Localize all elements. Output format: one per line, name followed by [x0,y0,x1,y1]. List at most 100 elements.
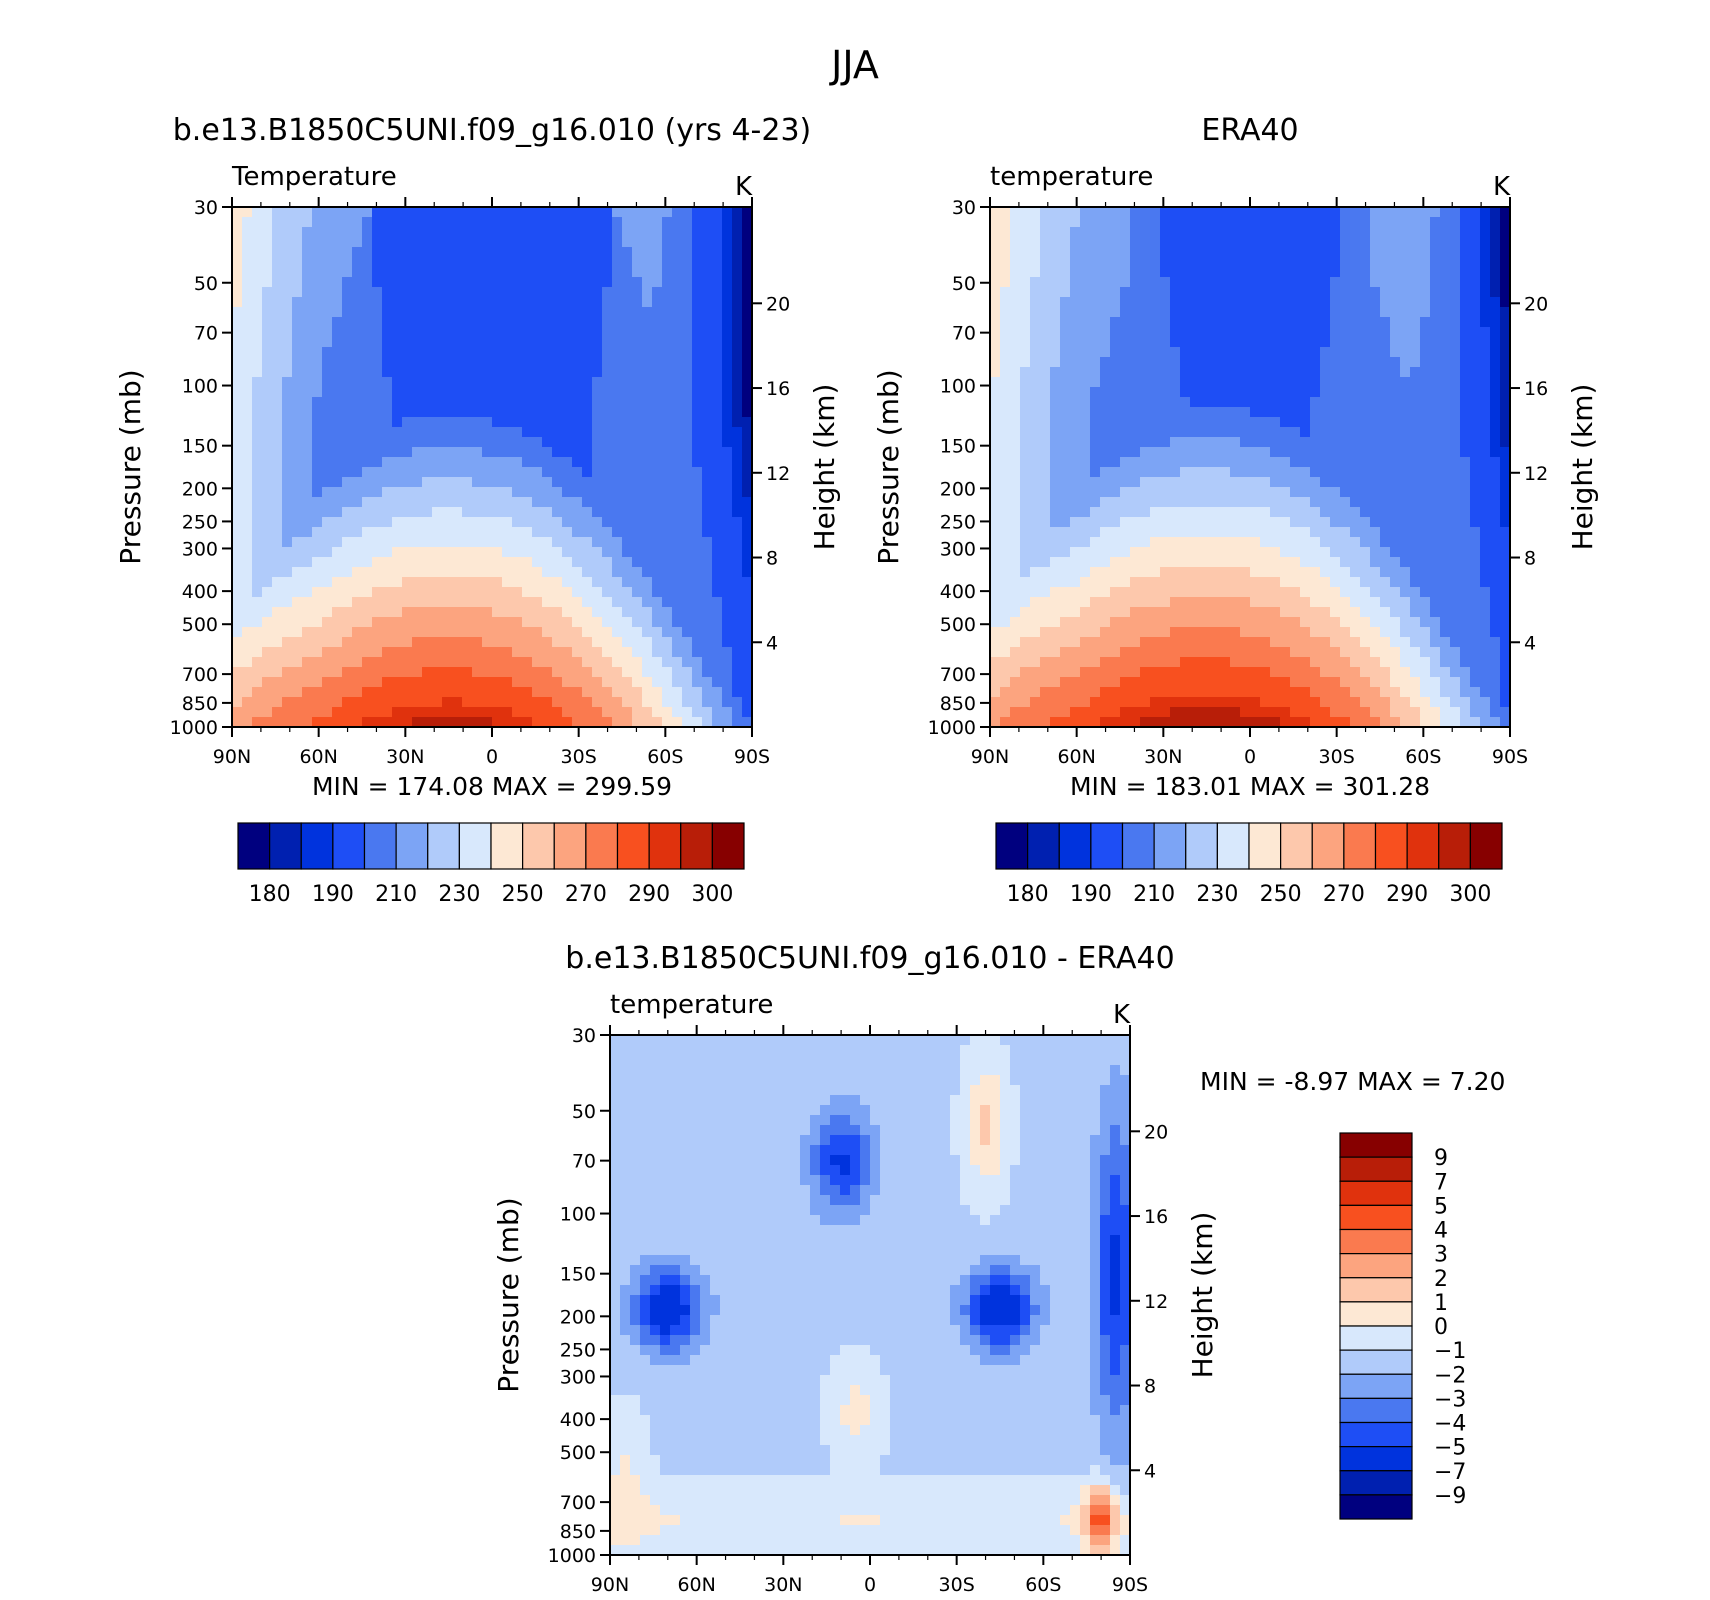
contour-cell [652,657,663,668]
contour-cell [412,527,423,538]
contour-cell [1230,337,1241,348]
contour-cell [282,667,293,678]
contour-cell [602,267,613,278]
contour-cell [1170,517,1181,528]
contour-cell [642,677,653,688]
contour-cell [302,207,313,218]
contour-cell [612,317,623,328]
contour-cell [1190,557,1201,568]
contour-cell [1330,237,1341,248]
contour-cell [502,207,513,218]
contour-cell [1450,357,1461,368]
contour-cell [1060,527,1071,538]
contour-cell [1020,487,1031,498]
contour-cell [552,427,563,438]
contour-cell [472,417,483,428]
contour-cell [302,277,313,288]
contour-cell [1240,537,1251,548]
contour-cell [232,407,243,418]
contour-cell [1300,497,1311,508]
contour-cell [362,307,373,318]
contour-cell [612,687,623,698]
contour-cell [1120,347,1131,358]
contour-cell [1260,327,1271,338]
contour-cell [632,707,643,718]
contour-cell [1090,587,1101,598]
contour-cell [1440,317,1451,328]
contour-cell [542,657,553,668]
contour-cell [1240,397,1251,408]
contour-cell [1390,227,1401,238]
contour-cell [272,387,283,398]
contour-cell [1400,387,1411,398]
contour-cell [272,457,283,468]
contour-cell [1030,457,1041,468]
contour-cell [1380,207,1391,218]
contour-cell [662,577,673,588]
contour-cell [1300,557,1311,568]
contour-cell [1470,297,1481,308]
contour-cell [1250,387,1261,398]
contour-cell [1300,567,1311,578]
contour-cell [1200,217,1211,228]
contour-cell [1500,357,1511,368]
contour-cell [662,487,673,498]
contour-cell [1320,267,1331,278]
contour-cell [242,687,253,698]
contour-cell [302,547,313,558]
contour-cell [1480,367,1491,378]
contour-cell [722,317,733,328]
contour-cell [252,217,263,228]
contour-cell [652,647,663,658]
x-tick-label: 30N [386,746,424,768]
contour-cell [1220,527,1231,538]
contour-cell [712,697,723,708]
contour-cell [672,327,683,338]
contour-cell [1110,487,1121,498]
contour-cell [1310,327,1321,338]
contour-cell [672,297,683,308]
contour-cell [1210,297,1221,308]
contour-cell [502,277,513,288]
contour-cell [242,417,253,428]
contour-cell [1390,387,1401,398]
contour-cell [372,247,383,258]
contour-cell [352,377,363,388]
contour-cell [732,247,743,258]
contour-cell [1280,207,1291,218]
contour-cell [1030,327,1041,338]
contour-cell [522,477,533,488]
contour-cell [1210,477,1221,488]
contour-cell [1170,617,1181,628]
contour-cell [1140,277,1151,288]
contour-cell [1140,487,1151,498]
contour-cell [1060,507,1071,518]
contour-cell [1380,437,1391,448]
contour-cell [1070,617,1081,628]
contour-cell [452,227,463,238]
contour-cell [682,367,693,378]
contour-cell [1250,287,1261,298]
contour-cell [642,247,653,258]
contour-cell [692,707,703,718]
contour-cell [1260,277,1271,288]
contour-cell [1070,307,1081,318]
contour-cell [642,547,653,558]
contour-cell [552,457,563,468]
contour-cell [312,617,323,628]
contour-cell [1410,557,1421,568]
contour-cell [682,497,693,508]
contour-cell [632,657,643,668]
contour-cell [352,227,363,238]
contour-cell [1480,307,1491,318]
contour-cell [1250,427,1261,438]
contour-cell [552,697,563,708]
contour-cell [672,607,683,618]
contour-cell [342,397,353,408]
contour-cell [552,377,563,388]
contour-cell [1420,547,1431,558]
contour-cell [512,437,523,448]
contour-cell [1410,227,1421,238]
contour-cell [1470,317,1481,328]
